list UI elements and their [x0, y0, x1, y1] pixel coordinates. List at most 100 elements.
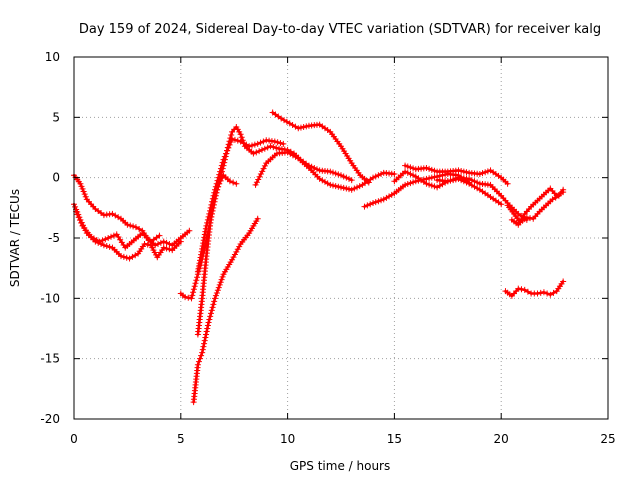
plot-area — [71, 109, 567, 406]
data-point — [100, 242, 107, 249]
data-point — [203, 328, 210, 335]
data-point — [256, 148, 263, 155]
data-point — [228, 131, 235, 138]
data-point — [196, 260, 203, 267]
data-point — [504, 180, 511, 187]
data-point — [277, 140, 284, 147]
data-point — [226, 178, 233, 185]
data-point — [156, 232, 163, 239]
data-point — [527, 215, 534, 222]
data-point — [338, 172, 344, 179]
data-point — [261, 145, 268, 152]
data-point — [549, 196, 556, 203]
data-point — [72, 203, 79, 210]
data-point — [195, 358, 202, 365]
data-point — [303, 123, 310, 130]
data-point — [361, 203, 368, 210]
data-point — [230, 254, 237, 261]
data-point — [120, 253, 127, 260]
data-point — [550, 289, 557, 296]
data-point — [197, 257, 204, 264]
data-point — [214, 287, 221, 294]
data-point — [108, 233, 115, 240]
data-point — [372, 199, 379, 206]
data-point — [198, 352, 205, 359]
data-point — [450, 176, 457, 183]
data-point — [209, 304, 216, 311]
data-point — [252, 181, 259, 188]
data-point — [256, 173, 263, 180]
data-point — [136, 225, 143, 232]
data-point — [81, 191, 88, 198]
data-point — [378, 197, 385, 204]
data-point — [213, 289, 220, 296]
data-point — [426, 165, 433, 172]
data-point — [202, 334, 209, 341]
data-point — [217, 279, 224, 286]
data-point — [259, 168, 266, 175]
data-point — [544, 290, 551, 297]
data-point — [343, 174, 350, 181]
data-point — [370, 174, 377, 181]
data-point — [197, 355, 204, 362]
data-point — [540, 289, 547, 296]
data-point — [130, 223, 137, 230]
data-point — [182, 294, 189, 301]
data-point — [210, 301, 217, 308]
data-point — [225, 144, 232, 151]
x-tick-label: 15 — [387, 432, 402, 446]
data-point — [74, 211, 81, 218]
data-point — [354, 184, 361, 191]
data-point — [237, 131, 244, 138]
data-point — [343, 185, 350, 192]
data-point — [177, 238, 184, 245]
data-point — [260, 165, 267, 172]
series-arc-12 — [402, 162, 511, 187]
data-point — [329, 169, 336, 176]
data-point — [203, 331, 210, 338]
data-point — [201, 340, 208, 347]
data-point — [431, 167, 438, 174]
data-point — [192, 280, 199, 287]
data-point — [270, 144, 277, 151]
data-point — [229, 256, 236, 263]
data-point — [105, 235, 112, 241]
data-point — [458, 168, 465, 175]
data-point — [346, 186, 353, 193]
data-point — [188, 295, 195, 302]
data-point — [198, 251, 205, 258]
data-point — [219, 175, 226, 182]
data-point — [428, 174, 435, 181]
data-point — [364, 202, 371, 209]
data-point — [253, 149, 260, 156]
data-point — [231, 251, 238, 258]
data-point — [274, 139, 281, 146]
data-point — [372, 173, 379, 180]
data-point — [332, 170, 339, 177]
data-point — [191, 283, 198, 290]
data-point — [484, 168, 491, 175]
data-point — [215, 284, 222, 291]
data-point — [346, 175, 353, 182]
data-point — [201, 234, 208, 241]
data-point — [426, 175, 433, 182]
data-point — [214, 186, 221, 193]
data-point — [96, 238, 103, 245]
data-point — [250, 150, 257, 157]
data-point — [124, 221, 131, 228]
y-tick-label: 10 — [45, 50, 60, 64]
data-point — [466, 175, 473, 182]
data-point — [340, 184, 347, 191]
data-point — [447, 177, 454, 184]
data-point — [335, 171, 342, 178]
data-point — [198, 248, 205, 255]
data-point — [200, 240, 207, 247]
data-point — [431, 183, 438, 190]
chart-title: Day 159 of 2024, Sidereal Day-to-day VTE… — [79, 22, 601, 37]
data-point — [77, 180, 84, 187]
data-point — [258, 146, 265, 153]
data-point — [273, 144, 280, 151]
data-point — [455, 167, 462, 174]
data-point — [348, 177, 355, 184]
data-point — [216, 281, 223, 288]
